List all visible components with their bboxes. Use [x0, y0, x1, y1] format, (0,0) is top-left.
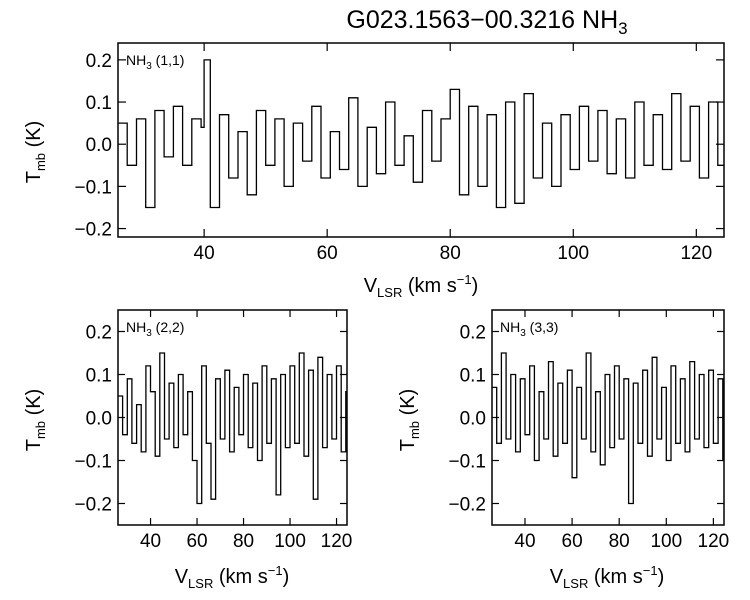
y-axis-label: Tmb (K): [397, 389, 422, 452]
panel-label: NH3 (3,3): [500, 319, 558, 339]
spectrum-line: [118, 352, 347, 505]
x-tick-label: 100: [557, 243, 589, 264]
x-axis-label-sup: −1: [643, 563, 658, 578]
x-axis-label: VLSR (km s−1): [175, 563, 290, 591]
y-axis-label-main: T: [23, 439, 45, 451]
panel-label: NH3 (1,1): [126, 52, 184, 72]
x-axis-label-unit: (km s: [402, 275, 456, 297]
panel-label-main: NH: [126, 319, 146, 335]
x-tick-label: 80: [440, 243, 461, 264]
y-tick-label: 0.2: [86, 323, 112, 344]
plot-frame: [117, 42, 725, 238]
figure-title: G023.1563−00.3216 NH3: [346, 6, 627, 38]
y-tick-label: 0.1: [86, 93, 112, 114]
x-axis-label-unit: (km s: [213, 566, 267, 588]
x-axis-label-sub: LSR: [563, 576, 588, 591]
y-tick-label: 0.2: [460, 323, 486, 344]
x-tick-label: 120: [680, 243, 712, 264]
spectrum-line: [492, 352, 724, 505]
x-tick-label: 60: [186, 531, 207, 552]
panel-label-sub: 3: [146, 61, 152, 72]
x-axis-label: VLSR (km s−1): [550, 563, 665, 591]
panel-label-main: NH: [500, 319, 520, 335]
x-tick-label: 120: [321, 531, 353, 552]
y-axis-label-sub: mb: [33, 421, 48, 439]
panel-nh3-1-1: 40 60 80 100 120 −0.2 −0.1 0.0 0.1 0.2 NH3 (1,1) VL…: [23, 42, 725, 300]
panel-label-suffix: (2,2): [152, 319, 185, 335]
panel-label-suffix: (3,3): [526, 319, 559, 335]
y-tick-label: −0.2: [74, 495, 112, 516]
x-tick-label: 100: [650, 531, 682, 552]
y-tick-label: 0.0: [86, 135, 112, 156]
y-tick-label: −0.2: [74, 220, 112, 241]
panel-label-sub: 3: [146, 328, 152, 339]
x-axis-label-sub: LSR: [377, 285, 402, 300]
figure-title-main: G023.1563−00.3216 NH: [346, 6, 618, 34]
x-tick-label: 100: [274, 531, 306, 552]
y-axis-label: Tmb (K): [23, 121, 48, 184]
y-axis-label-unit: (K): [23, 121, 45, 153]
y-axis-label-unit: (K): [23, 389, 45, 421]
x-axis-label: VLSR (km s−1): [364, 272, 479, 300]
x-tick-label: 60: [317, 243, 338, 264]
y-axis-label: Tmb (K): [23, 389, 48, 452]
x-axis-label-end: ): [658, 566, 665, 588]
x-axis-label-unit: (km s: [588, 566, 642, 588]
x-axis-label-main: V: [550, 566, 564, 588]
x-axis-label-sup: −1: [457, 272, 472, 287]
y-tick-label: −0.1: [74, 452, 112, 473]
figure-title-sub: 3: [618, 19, 627, 38]
y-axis-label-main: T: [23, 171, 45, 183]
panel-nh3-3-3: 40 60 80 100 120 −0.2 −0.1 0.0 0.1 0.2 NH3 (3,3) VL…: [397, 309, 730, 591]
panel-label: NH3 (2,2): [126, 319, 184, 339]
y-tick-label: −0.2: [448, 495, 486, 516]
spectrum-line: [118, 59, 724, 209]
panel-label-suffix: (1,1): [152, 52, 185, 68]
panel-label-sub: 3: [520, 328, 526, 339]
x-tick-label: 40: [514, 531, 535, 552]
x-axis-label-main: V: [175, 566, 189, 588]
y-tick-label: 0.0: [86, 409, 112, 430]
y-axis-label-sub: mb: [33, 153, 48, 171]
x-tick-label: 40: [194, 243, 215, 264]
x-axis-label-sup: −1: [268, 563, 283, 578]
y-tick-label: −0.1: [74, 177, 112, 198]
x-axis-label-end: ): [283, 566, 290, 588]
y-axis-label-main: T: [397, 439, 419, 451]
x-tick-label: 60: [562, 531, 583, 552]
y-tick-label: 0.2: [86, 51, 112, 72]
y-tick-label: 0.0: [460, 409, 486, 430]
x-tick-label: 40: [140, 531, 161, 552]
x-tick-label: 80: [609, 531, 630, 552]
x-axis-label-main: V: [364, 275, 378, 297]
panel-label-main: NH: [126, 52, 146, 68]
x-axis-label-end: ): [472, 275, 479, 297]
y-tick-label: −0.1: [448, 452, 486, 473]
y-axis-label-sub: mb: [407, 421, 422, 439]
x-tick-label: 80: [233, 531, 254, 552]
y-tick-label: 0.1: [86, 366, 112, 387]
y-axis-label-unit: (K): [397, 389, 419, 421]
x-axis-label-sub: LSR: [188, 576, 213, 591]
y-tick-label: 0.1: [460, 366, 486, 387]
panel-nh3-2-2: 40 60 80 100 120 −0.2 −0.1 0.0 0.1 0.2 NH3 (2,2) VL…: [23, 309, 353, 591]
x-tick-label: 120: [698, 531, 730, 552]
